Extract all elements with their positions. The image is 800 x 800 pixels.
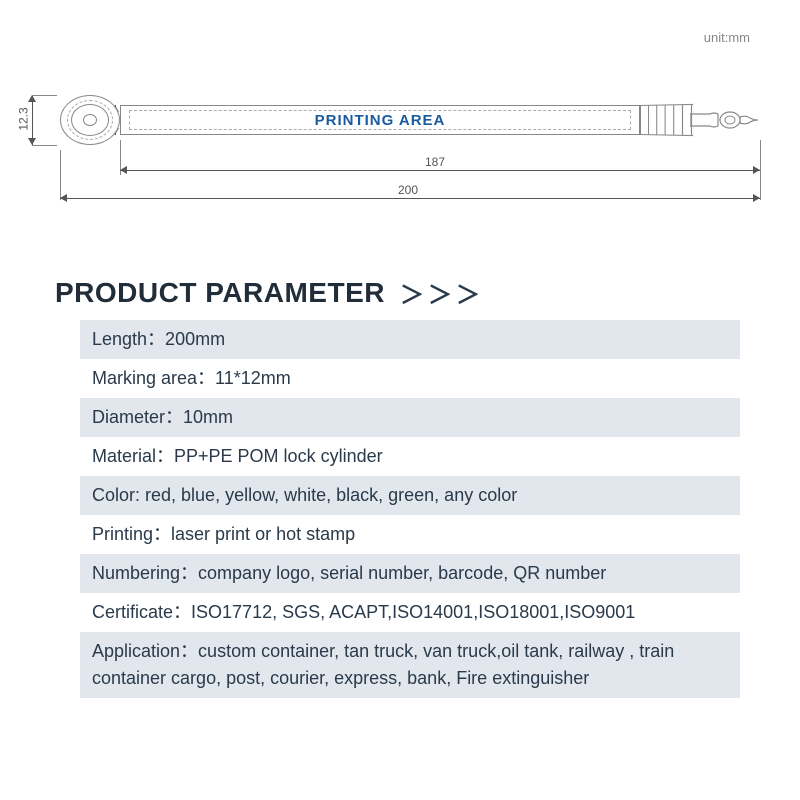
technical-diagram: unit:mm 12.3 10 PRINTING AREA 187	[20, 60, 780, 240]
ext-line	[760, 175, 761, 200]
parameter-row: Printing：laser print or hot stamp	[80, 515, 740, 554]
section-heading: PRODUCT PARAMETER ＞＞＞	[55, 275, 484, 310]
dim-height-overall-line	[32, 95, 33, 145]
product-outline: PRINTING AREA	[60, 100, 760, 140]
dim-height-overall-label: 12.3	[17, 107, 31, 130]
parameter-row: Certificate：ISO17712, SGS, ACAPT,ISO1400…	[80, 593, 740, 632]
ext-line	[60, 150, 61, 200]
seal-head	[60, 95, 120, 145]
seal-ribs	[640, 104, 693, 136]
parameter-list: Length：200mmMarking area：11*12mmDiameter…	[80, 320, 740, 698]
seal-head-core	[83, 114, 97, 126]
ext-line	[32, 95, 57, 96]
heading-title: PRODUCT PARAMETER	[55, 277, 385, 309]
heading-arrows-icon: ＞＞＞	[400, 275, 484, 310]
seal-tail	[690, 108, 760, 132]
parameter-row: Color: red, blue, yellow, white, black, …	[80, 476, 740, 515]
printing-area-box: PRINTING AREA	[129, 110, 631, 130]
parameter-row: Material：PP+PE POM lock cylinder	[80, 437, 740, 476]
ext-line	[760, 140, 761, 175]
printing-area-label: PRINTING AREA	[315, 112, 446, 129]
parameter-row: Application：custom container, tan truck,…	[80, 632, 740, 698]
seal-shaft: PRINTING AREA	[120, 105, 640, 135]
dim-length-shaft-label: 187	[425, 155, 445, 169]
parameter-row: Numbering：company logo, serial number, b…	[80, 554, 740, 593]
ext-line	[32, 145, 57, 146]
parameter-row: Marking area：11*12mm	[80, 359, 740, 398]
dim-length-shaft-line	[120, 170, 760, 171]
parameter-row: Diameter：10mm	[80, 398, 740, 437]
parameter-row: Length：200mm	[80, 320, 740, 359]
dim-length-overall-line	[60, 198, 760, 199]
unit-label: unit:mm	[704, 30, 750, 45]
dim-length-overall-label: 200	[398, 183, 418, 197]
